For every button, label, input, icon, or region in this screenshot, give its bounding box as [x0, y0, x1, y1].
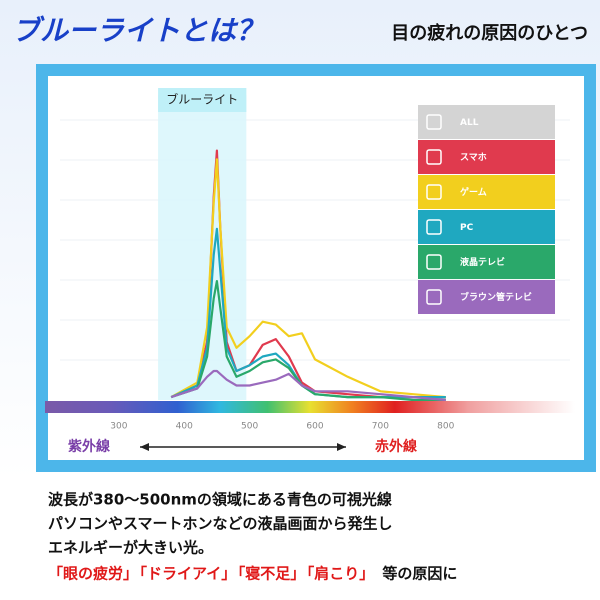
x-tick-label: 300	[110, 422, 127, 432]
legend-icon	[426, 289, 442, 305]
x-tick-label: 600	[306, 422, 323, 432]
x-tick-label: 400	[176, 422, 193, 432]
highlight: 「ドライアイ」	[132, 565, 236, 583]
highlight: 「寝不足」	[230, 565, 305, 583]
highlight: 「眼の疲労」	[48, 565, 138, 583]
band-label: ブルーライト	[166, 92, 238, 107]
legend-row	[418, 210, 555, 244]
legend-label: 液晶テレビ	[460, 256, 505, 268]
ir-label: 赤外線	[375, 438, 417, 455]
description-line: エネルギーが大きい光。	[48, 539, 213, 557]
legend-label: ALL	[460, 118, 479, 128]
legend-icon	[426, 149, 442, 165]
x-tick-label: 700	[372, 422, 389, 432]
band-label-bg	[158, 88, 247, 112]
series-line	[170, 369, 446, 402]
series-line	[170, 280, 446, 402]
description-rest: 等の原因に	[382, 565, 457, 583]
description: 波長が380～500nmの領域にある青色の可視光線パソコンやスマートホンなどの液…	[48, 491, 457, 583]
legend-icon	[426, 254, 442, 270]
title: ブルーライトとは？	[12, 14, 264, 47]
spectrum	[45, 401, 575, 413]
description-line: 波長が380～500nmの領域にある青色の可視光線	[48, 491, 392, 509]
legend-row	[418, 105, 555, 139]
series-line	[170, 158, 446, 399]
legend-label: スマホ	[460, 152, 487, 163]
legend-icon	[426, 184, 442, 200]
subtitle: 目の疲れの原因のひとつ	[391, 22, 588, 44]
legend-icon	[426, 114, 442, 130]
legend-label: PC	[460, 223, 474, 233]
description-line: パソコンやスマートホンなどの液晶画面から発生し	[48, 515, 393, 533]
uv-label: 紫外線	[68, 438, 110, 455]
legend-icon	[426, 219, 442, 235]
highlight: 「肩こり」	[299, 565, 374, 583]
x-tick-label: 800	[437, 422, 454, 432]
legend-label: ブラウン管テレビ	[460, 291, 532, 303]
x-tick-label: 500	[241, 422, 258, 432]
legend-label: ゲーム	[460, 186, 487, 198]
